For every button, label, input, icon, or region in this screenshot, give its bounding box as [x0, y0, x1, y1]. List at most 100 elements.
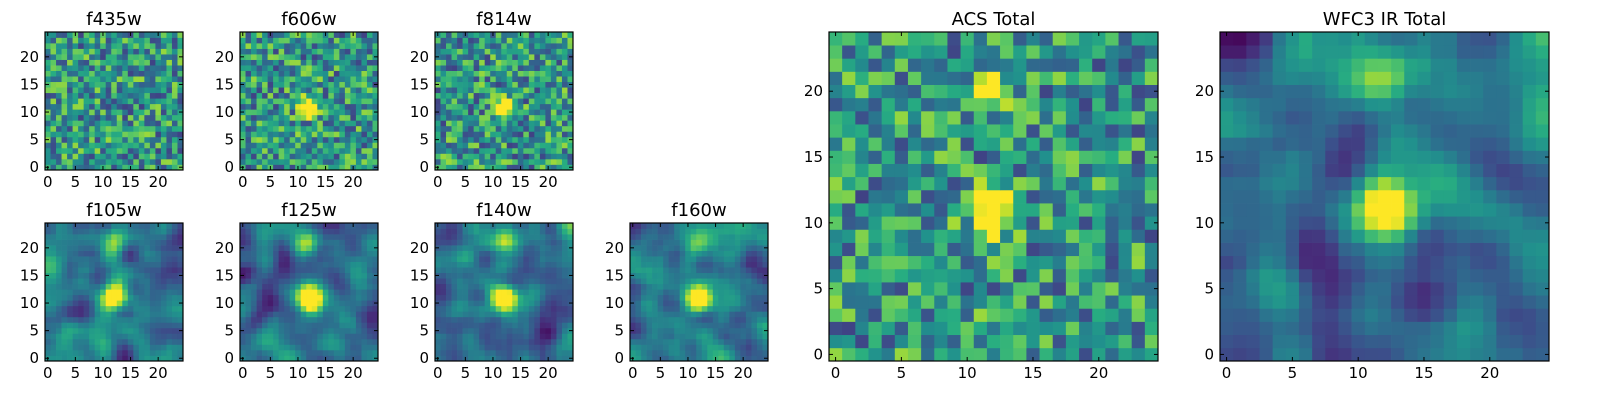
heatmap-cell — [674, 289, 681, 296]
heatmap-cell — [245, 103, 252, 110]
heatmap-cell — [829, 242, 843, 257]
heatmap-cell — [539, 37, 546, 44]
heatmap-cell — [333, 300, 340, 307]
heatmap-cell — [440, 349, 447, 356]
heatmap-cell — [881, 255, 896, 270]
heatmap-cell — [435, 349, 441, 356]
heatmap-cell — [133, 164, 140, 171]
heatmap-cell — [435, 305, 441, 312]
heatmap-cell — [56, 81, 62, 88]
heatmap-cell — [322, 289, 329, 296]
heatmap-cell — [657, 239, 664, 246]
heatmap-cell — [868, 189, 882, 204]
heatmap-cell — [451, 164, 458, 171]
heatmap-cell — [556, 136, 563, 143]
heatmap-cell — [361, 131, 368, 138]
heatmap-cell — [328, 32, 335, 38]
heatmap-cell — [855, 163, 869, 178]
heatmap-cell — [641, 327, 647, 334]
heatmap-cell — [986, 216, 1001, 230]
heatmap-cell — [468, 338, 474, 345]
heatmap-cell — [245, 120, 252, 127]
heatmap-cell — [740, 333, 747, 340]
heatmap-cell — [61, 344, 68, 351]
heatmap-cell — [317, 245, 324, 251]
heatmap-cell — [484, 349, 491, 356]
heatmap-cell — [284, 272, 291, 279]
heatmap-cell — [361, 283, 368, 290]
heatmap-cell — [468, 120, 474, 127]
heatmap-cell — [462, 103, 469, 110]
panel-title: f160w — [671, 200, 726, 221]
heatmap-cell — [56, 305, 62, 312]
heatmap-cell — [523, 59, 530, 66]
heatmap-cell — [479, 65, 486, 71]
heatmap-cell — [171, 245, 178, 251]
heatmap-cell — [1092, 308, 1106, 322]
heatmap-cell — [457, 48, 463, 55]
heatmap-cell — [751, 316, 758, 323]
heatmap-cell — [160, 43, 167, 49]
heatmap-cell — [457, 256, 463, 262]
heatmap-cell — [72, 103, 79, 110]
heatmap-cell — [78, 223, 84, 229]
heatmap-cell — [171, 48, 178, 55]
heatmap-cell — [122, 76, 129, 83]
heatmap-cell — [685, 239, 692, 246]
heatmap-cell — [561, 272, 568, 279]
heatmap-cell — [328, 278, 335, 285]
heatmap-cell — [50, 355, 57, 362]
y-tick-label: 20 — [410, 239, 429, 257]
heatmap-cell — [273, 158, 279, 165]
heatmap-cell — [355, 32, 362, 38]
heatmap-cell — [473, 294, 480, 301]
heatmap-cell — [72, 92, 79, 99]
heatmap-cell — [479, 114, 486, 121]
heatmap-cell — [745, 283, 752, 290]
heatmap-cell — [512, 333, 519, 340]
heatmap-cell — [550, 327, 557, 334]
heatmap-cell — [177, 65, 184, 71]
heatmap-cell — [160, 125, 167, 132]
heatmap-cell — [630, 311, 636, 318]
heatmap-cell — [127, 316, 134, 323]
heatmap-cell — [490, 81, 497, 88]
heatmap-cell — [451, 338, 458, 345]
heatmap-cell — [712, 300, 719, 307]
heatmap-cell — [528, 311, 535, 318]
heatmap-cell — [479, 316, 486, 323]
heatmap-cell — [350, 76, 357, 83]
heatmap-cell — [333, 250, 340, 257]
heatmap-cell — [712, 338, 719, 345]
heatmap-cell — [506, 223, 513, 229]
heatmap-cell — [61, 37, 68, 44]
heatmap-cell — [501, 103, 508, 110]
heatmap-cell — [435, 87, 441, 94]
heatmap-cell — [1013, 282, 1027, 296]
heatmap-cell — [457, 327, 463, 334]
heatmap-cell — [663, 338, 669, 345]
heatmap-cell — [501, 147, 508, 154]
heatmap-cell — [245, 32, 252, 38]
heatmap-cell — [89, 76, 96, 83]
heatmap-cell — [166, 316, 173, 323]
heatmap-cell — [155, 114, 162, 121]
heatmap-cell — [322, 81, 329, 88]
heatmap-cell — [1013, 150, 1027, 164]
heatmap-cell — [355, 131, 362, 138]
heatmap-cell — [490, 256, 497, 262]
heatmap-cell — [372, 267, 379, 274]
heatmap-cell — [138, 48, 145, 55]
heatmap-cell — [881, 321, 896, 336]
heatmap-cell — [372, 311, 379, 318]
heatmap-cell — [479, 322, 486, 329]
heatmap-cell — [300, 311, 307, 318]
heatmap-cell — [842, 255, 856, 270]
heatmap-cell — [116, 158, 123, 165]
heatmap-cell — [1118, 216, 1133, 230]
heatmap-cell — [344, 131, 351, 138]
y-tick-label: 10 — [410, 294, 429, 312]
heatmap-cell — [311, 153, 318, 160]
heatmap-cell — [468, 250, 474, 257]
heatmap-cell — [534, 228, 541, 235]
